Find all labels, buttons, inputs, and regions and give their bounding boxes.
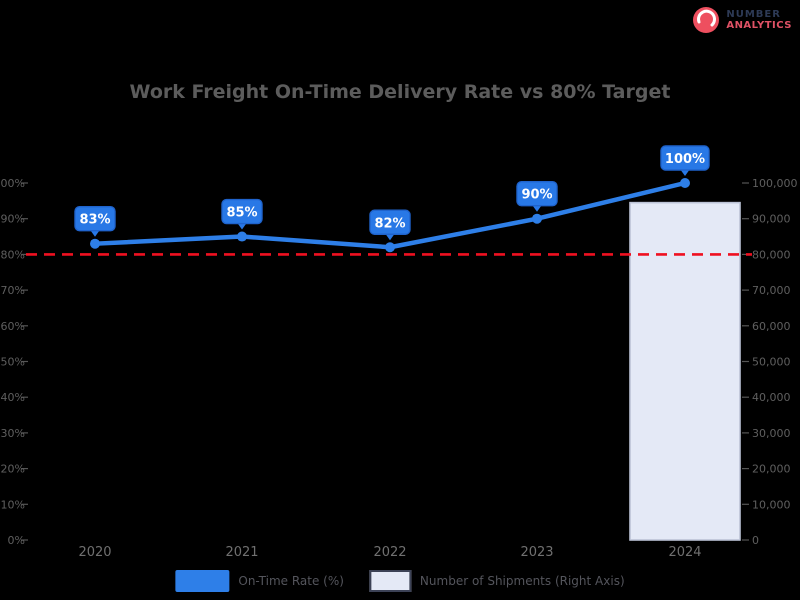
data-point-marker-2024 xyxy=(680,178,690,188)
legend: On-Time Rate (%) Number of Shipments (Ri… xyxy=(175,570,625,592)
data-label-pointer xyxy=(680,169,690,176)
right-axis-tick-label: 20,000 xyxy=(752,463,791,476)
left-axis-tick-label: 100% xyxy=(0,177,25,190)
data-label-pointer xyxy=(385,233,395,241)
left-axis-tick-label: 60% xyxy=(1,320,25,333)
data-label-pointer xyxy=(90,229,100,237)
legend-swatch-bar xyxy=(368,570,411,592)
left-axis-tick-label: 70% xyxy=(1,284,25,297)
brand-logo-text: NUMBER ANALYTICS xyxy=(726,9,792,32)
x-axis-label-2022: 2022 xyxy=(373,545,406,560)
brand-name-bottom: ANALYTICS xyxy=(726,20,792,31)
data-label-box-82% xyxy=(369,209,411,235)
right-axis-tick-label: 30,000 xyxy=(752,427,791,440)
legend-label-bar: Number of Shipments (Right Axis) xyxy=(419,574,625,588)
left-axis-tick-label: 0% xyxy=(8,534,25,547)
data-point-marker-2023 xyxy=(532,213,542,224)
x-axis-label-2024: 2024 xyxy=(668,545,701,560)
data-label-100%: 100% xyxy=(665,152,705,167)
right-axis-tick-label: 90,000 xyxy=(752,213,791,226)
right-axis-tick-label: 80,000 xyxy=(752,248,791,261)
legend-label-line: On-Time Rate (%) xyxy=(238,574,344,588)
left-axis-tick-label: 20% xyxy=(1,463,25,476)
data-label-83%: 83% xyxy=(79,213,110,228)
right-axis-tick-label: 100,000 xyxy=(752,177,798,190)
data-label-box-83% xyxy=(74,205,116,232)
left-axis-tick-label: 10% xyxy=(1,498,25,511)
right-axis-tick-label: 40,000 xyxy=(752,391,791,404)
right-axis-tick-label: 0 xyxy=(752,534,759,547)
left-axis-tick-label: 40% xyxy=(1,391,25,404)
data-label-box-90% xyxy=(516,180,558,207)
data-point-marker-2022 xyxy=(385,242,395,253)
legend-swatch-line xyxy=(175,570,230,592)
data-label-box-100% xyxy=(660,145,710,171)
data-label-box-85% xyxy=(221,198,263,225)
brand-logo: NUMBER ANALYTICS xyxy=(692,6,792,34)
x-axis-label-2021: 2021 xyxy=(225,545,258,560)
x-axis-label-2023: 2023 xyxy=(520,545,553,560)
data-label-pointer xyxy=(237,222,247,230)
brand-logo-icon xyxy=(693,7,720,33)
left-axis-tick-label: 90% xyxy=(1,213,25,226)
x-axis-label-2020: 2020 xyxy=(78,545,111,560)
right-axis-tick-label: 10,000 xyxy=(752,498,791,511)
right-axis-tick-label: 60,000 xyxy=(752,320,791,333)
data-point-marker-2021 xyxy=(237,231,247,242)
data-label-90%: 90% xyxy=(521,188,552,203)
right-axis-tick-label: 50,000 xyxy=(752,356,791,369)
data-label-82%: 82% xyxy=(374,216,405,231)
brand-name-top: NUMBER xyxy=(726,8,781,20)
left-axis-tick-label: 80% xyxy=(1,248,25,261)
data-label-pointer xyxy=(532,204,542,212)
right-axis-tick-label: 70,000 xyxy=(752,284,791,297)
data-point-marker-2020 xyxy=(90,238,100,249)
left-axis-tick-label: 50% xyxy=(1,356,25,369)
chart-title: Work Freight On-Time Delivery Rate vs 80… xyxy=(129,81,671,103)
left-axis-tick-label: 30% xyxy=(1,427,25,440)
bar-2024 xyxy=(629,201,741,541)
data-label-85%: 85% xyxy=(226,206,257,221)
